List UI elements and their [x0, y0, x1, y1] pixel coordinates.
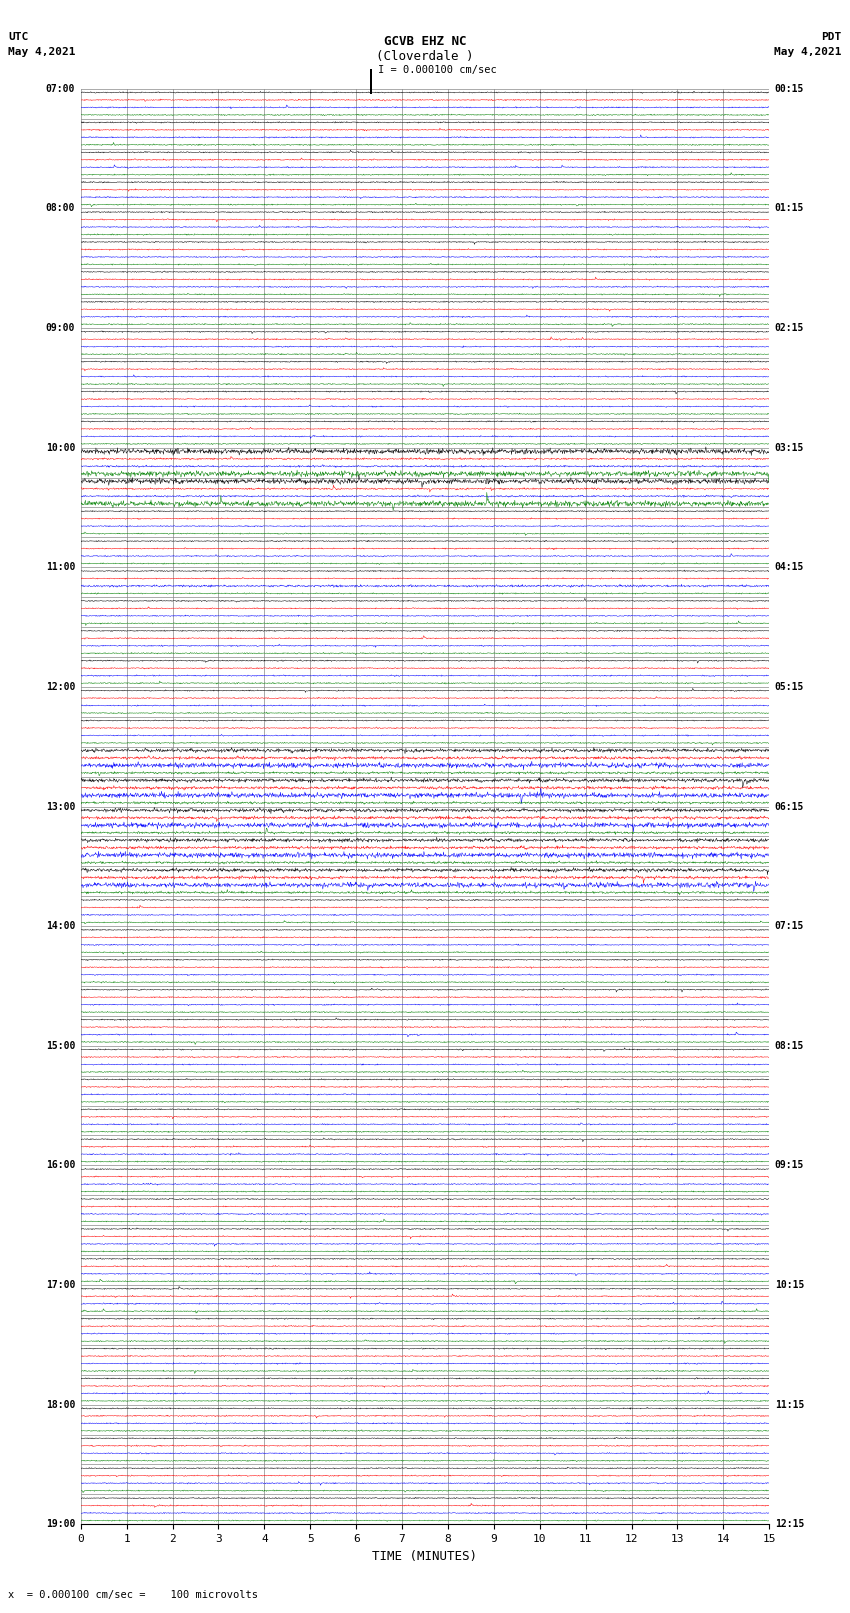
- X-axis label: TIME (MINUTES): TIME (MINUTES): [372, 1550, 478, 1563]
- Text: 08:00: 08:00: [46, 203, 75, 213]
- Text: May 4,2021: May 4,2021: [8, 47, 76, 56]
- Text: 19:00: 19:00: [46, 1519, 75, 1529]
- Text: 00:15: 00:15: [775, 84, 804, 94]
- Text: x  = 0.000100 cm/sec =    100 microvolts: x = 0.000100 cm/sec = 100 microvolts: [8, 1590, 258, 1600]
- Text: 06:15: 06:15: [775, 802, 804, 811]
- Text: 12:00: 12:00: [46, 682, 75, 692]
- Text: 15:00: 15:00: [46, 1040, 75, 1050]
- Text: 08:15: 08:15: [775, 1040, 804, 1050]
- Text: 09:00: 09:00: [46, 323, 75, 332]
- Text: GCVB EHZ NC: GCVB EHZ NC: [383, 35, 467, 48]
- Text: 18:00: 18:00: [46, 1400, 75, 1410]
- Text: I = 0.000100 cm/sec: I = 0.000100 cm/sec: [378, 65, 497, 74]
- Text: (Cloverdale ): (Cloverdale ): [377, 50, 473, 63]
- Text: 03:15: 03:15: [775, 442, 804, 453]
- Text: 02:15: 02:15: [775, 323, 804, 332]
- Text: 07:15: 07:15: [775, 921, 804, 931]
- Text: 05:15: 05:15: [775, 682, 804, 692]
- Text: 01:15: 01:15: [775, 203, 804, 213]
- Text: UTC: UTC: [8, 32, 29, 42]
- Text: PDT: PDT: [821, 32, 842, 42]
- Text: 14:00: 14:00: [46, 921, 75, 931]
- Text: May 4,2021: May 4,2021: [774, 47, 842, 56]
- Text: 11:00: 11:00: [46, 563, 75, 573]
- Text: 09:15: 09:15: [775, 1160, 804, 1171]
- Text: 16:00: 16:00: [46, 1160, 75, 1171]
- Text: 07:00: 07:00: [46, 84, 75, 94]
- Text: 11:15: 11:15: [775, 1400, 804, 1410]
- Text: 10:00: 10:00: [46, 442, 75, 453]
- Text: 04:15: 04:15: [775, 563, 804, 573]
- Text: 10:15: 10:15: [775, 1281, 804, 1290]
- Text: 17:00: 17:00: [46, 1281, 75, 1290]
- Text: 12:15: 12:15: [775, 1519, 804, 1529]
- Text: 13:00: 13:00: [46, 802, 75, 811]
